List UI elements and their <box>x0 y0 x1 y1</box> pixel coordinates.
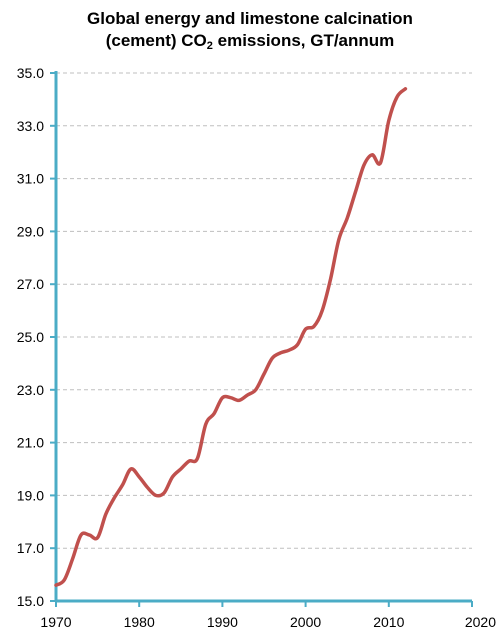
y-tick-label-4: 23.0 <box>17 382 44 398</box>
series-line-0 <box>54 87 408 587</box>
chart-title-line2-a: (cement) CO <box>105 31 207 50</box>
chart-title-line2-b: emissions, GT/annum <box>212 31 395 50</box>
y-tick-label-5: 25.0 <box>17 329 44 345</box>
y-tick-label-6: 27.0 <box>17 276 44 292</box>
x-tick-label-1: 1980 <box>124 614 155 630</box>
y-tick-label-0: 15.0 <box>17 593 44 609</box>
y-tick-label-8: 31.0 <box>17 171 44 187</box>
x-tick-label-2: 1990 <box>207 614 238 630</box>
y-tick-label-10: 35.0 <box>17 65 44 81</box>
x-tick-label-3: 2000 <box>290 614 321 630</box>
x-tick-label-0: 1970 <box>40 614 71 630</box>
chart-title-line1: Global energy and limestone calcination <box>87 9 413 28</box>
chart-title: Global energy and limestone calcination … <box>0 8 500 57</box>
chart-title-subscript: 2 <box>206 40 213 52</box>
y-tick-label-7: 29.0 <box>17 223 44 239</box>
y-tick-label-3: 21.0 <box>17 435 44 451</box>
y-tick-label-1: 17.0 <box>17 540 44 556</box>
y-tick-label-9: 33.0 <box>17 118 44 134</box>
chart-title-line2: (cement) CO2 emissions, GT/annum <box>0 30 500 57</box>
y-tick-label-2: 19.0 <box>17 487 44 503</box>
x-tick-label-5: 2020 <box>465 614 496 630</box>
x-tick-label-4: 2010 <box>373 614 404 630</box>
